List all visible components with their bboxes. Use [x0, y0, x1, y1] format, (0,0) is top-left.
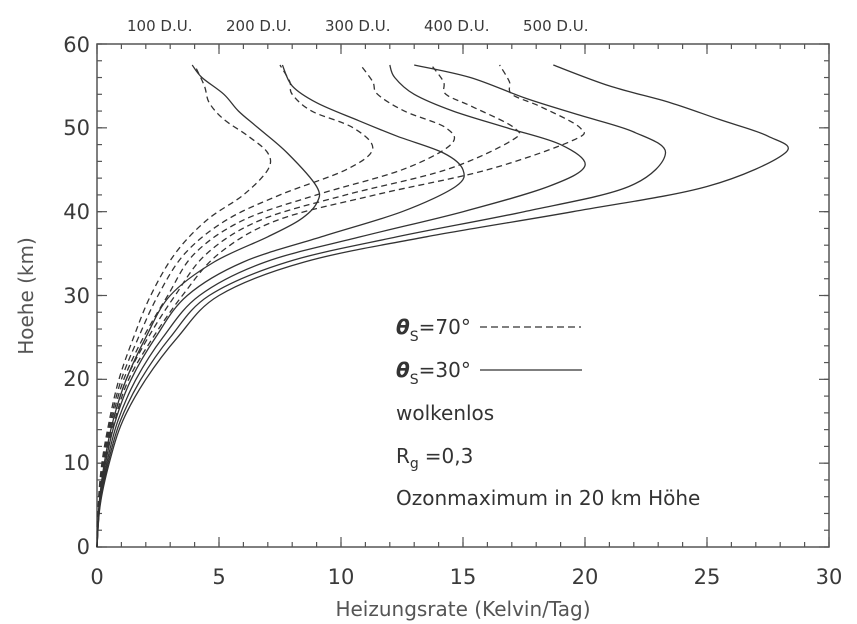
series-line-theta70-4 — [96, 64, 585, 548]
theta-subscript: S — [410, 372, 419, 388]
rg-symbol: R — [396, 444, 410, 468]
y-axis-label: Hoehe (km) — [14, 237, 38, 355]
theta-value: =30° — [419, 358, 471, 382]
annotation-ozone-maximum: Ozonmaximum in 20 km Höhe — [396, 486, 700, 510]
y-tick-label: 20 — [63, 367, 90, 391]
rg-value: =0,3 — [425, 444, 474, 468]
y-tick-labels: 0 10 20 30 40 50 60 — [63, 33, 90, 559]
top-label-400du: 400 D.U. — [424, 17, 489, 35]
top-du-labels: 100 D.U. 200 D.U. 300 D.U. 400 D.U. 500 … — [127, 17, 588, 35]
series-line-theta70-1 — [96, 64, 374, 548]
y-tick-label: 50 — [63, 116, 90, 140]
x-axis-label: Heizungsrate (Kelvin/Tag) — [335, 597, 590, 621]
series-line-theta30-7 — [96, 64, 586, 548]
top-label-300du: 300 D.U. — [325, 17, 390, 35]
theta-subscript: S — [410, 329, 419, 345]
legend-theta70: θS=70° — [396, 315, 471, 345]
top-label-200du: 200 D.U. — [226, 17, 291, 35]
y-tick-label: 10 — [63, 451, 90, 475]
theta-value: =70° — [419, 315, 471, 339]
legend-theta30: θS=30° — [396, 358, 471, 388]
annotations: θS=70° θS=30° wolkenlos Rg =0,3 Ozonmaxim… — [396, 315, 700, 510]
x-tick-label: 5 — [212, 565, 225, 589]
series-line-theta70-0 — [96, 64, 272, 548]
series-line-theta70-2 — [96, 64, 456, 548]
rg-subscript: g — [410, 456, 419, 472]
series-line-theta70-3 — [96, 64, 521, 548]
x-tick-labels: 0 5 10 15 20 25 30 — [90, 565, 842, 589]
y-tick-label: 40 — [63, 200, 90, 224]
top-label-500du: 500 D.U. — [523, 17, 588, 35]
top-label-100du: 100 D.U. — [127, 17, 192, 35]
x-tick-label: 30 — [816, 565, 843, 589]
y-tick-label: 60 — [63, 33, 90, 57]
series-line-theta30-6 — [96, 64, 465, 548]
annotation-cloud: wolkenlos — [396, 401, 494, 425]
x-tick-label: 10 — [328, 565, 355, 589]
x-tick-label: 25 — [694, 565, 721, 589]
x-tick-label: 20 — [572, 565, 599, 589]
series-line-theta30-5 — [96, 64, 321, 548]
theta-symbol: θ — [396, 358, 410, 382]
x-tick-label: 15 — [450, 565, 477, 589]
series-line-theta30-9 — [96, 64, 789, 548]
x-tick-label: 0 — [90, 565, 103, 589]
y-tick-label: 0 — [77, 535, 90, 559]
series-line-theta30-8 — [96, 64, 667, 548]
theta-symbol: θ — [396, 315, 410, 339]
annotation-rg: Rg =0,3 — [396, 444, 473, 472]
series-layer — [96, 64, 789, 548]
axis-ticks — [96, 43, 830, 548]
y-tick-label: 30 — [63, 284, 90, 308]
